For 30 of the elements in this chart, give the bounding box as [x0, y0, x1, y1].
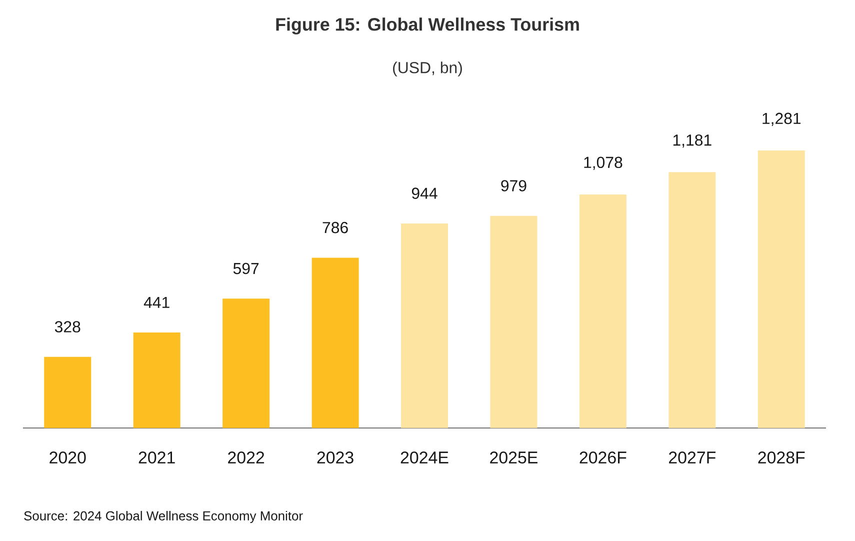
data-label: 328	[54, 321, 80, 332]
x-tick-label: 2026F	[580, 452, 626, 464]
data-label: 597	[233, 262, 259, 274]
bar	[668, 172, 716, 428]
bar	[401, 223, 448, 428]
x-tick-label: 2022	[228, 452, 264, 464]
x-tick-label: 2027F	[669, 452, 716, 464]
bar	[44, 356, 92, 428]
data-label: 979	[501, 180, 526, 192]
bar	[312, 258, 359, 428]
bar	[222, 298, 270, 428]
x-tick-label: 2024E	[400, 452, 448, 464]
data-label: 1,181	[673, 134, 712, 148]
data-label: 1,281	[762, 112, 801, 126]
bar	[758, 150, 805, 428]
x-tick-label: 2028F	[758, 452, 805, 464]
data-label: 441	[144, 296, 170, 308]
x-tick-label: 2020	[50, 452, 86, 464]
x-tick-label: 2025E	[490, 452, 538, 464]
bar	[133, 332, 180, 428]
source-note: Source: 2024 Global Wellness Economy Monitor	[24, 510, 303, 524]
chart-subtitle: (USD, bn)	[393, 62, 462, 76]
data-label: 944	[412, 188, 438, 199]
data-label: 786	[322, 222, 348, 234]
data-label: 1,078	[584, 156, 622, 170]
x-tick-label: 2023	[317, 452, 354, 464]
chart-title: Figure 15: Global Wellness Tourism	[276, 18, 579, 34]
bar	[579, 194, 626, 428]
x-tick-label: 2021	[138, 452, 175, 464]
bar	[490, 216, 538, 428]
